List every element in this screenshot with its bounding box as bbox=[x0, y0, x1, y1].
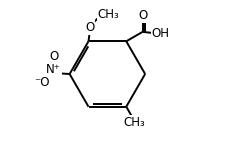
Text: CH₃: CH₃ bbox=[124, 116, 145, 129]
Text: O: O bbox=[85, 21, 94, 34]
Text: ⁻O: ⁻O bbox=[34, 76, 50, 89]
Text: N⁺: N⁺ bbox=[46, 63, 61, 76]
Text: O: O bbox=[138, 9, 147, 22]
Text: OH: OH bbox=[152, 27, 170, 40]
Text: CH₃: CH₃ bbox=[98, 8, 119, 21]
Text: O: O bbox=[49, 50, 58, 63]
